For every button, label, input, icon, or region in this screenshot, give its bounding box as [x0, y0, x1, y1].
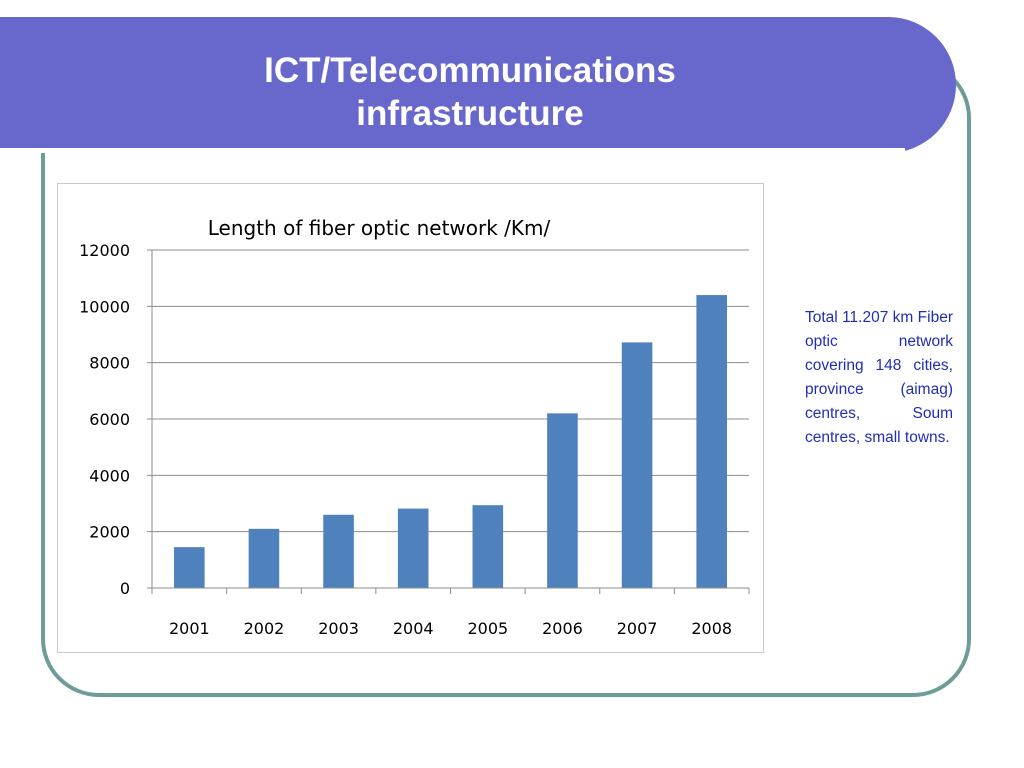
gridlines — [152, 249, 749, 533]
title-divider — [0, 148, 905, 153]
y-tick-label: 12000 — [79, 241, 130, 260]
y-tick-label: 4000 — [89, 466, 130, 485]
y-tick-label: 8000 — [89, 354, 130, 373]
y-tick-label: 6000 — [89, 410, 130, 429]
bar-2002 — [248, 528, 280, 588]
bar-2001 — [174, 547, 205, 588]
bars — [174, 295, 727, 588]
slide-title-line-2: infrastructure — [356, 94, 584, 133]
x-tick-label: 2001 — [169, 619, 210, 638]
x-tick-label: 2005 — [467, 619, 508, 638]
bar-2006 — [547, 413, 578, 588]
chart-title: Length of fiber optic network /Km/ — [208, 216, 551, 240]
bar-2008 — [696, 295, 727, 588]
bar-2005 — [472, 505, 504, 588]
summary-note: Total 11.207 km Fiber optic network cove… — [805, 309, 953, 446]
x-tick-label: 2007 — [617, 619, 658, 638]
x-tick-label: 2004 — [393, 619, 434, 638]
x-axis-ticks: 2001 2002 2003 2004 2005 2006 2007 2008 — [169, 619, 732, 638]
y-tick-label: 10000 — [79, 297, 130, 316]
axes — [147, 249, 750, 594]
bar-2007 — [621, 342, 653, 588]
y-axis-ticks: 0 2000 4000 6000 8000 10000 12000 — [79, 241, 130, 598]
bar-chart: Length of fiber optic network /Km/ 0 2000… — [79, 216, 750, 638]
x-tick-label: 2008 — [691, 619, 732, 638]
y-tick-label: 2000 — [89, 523, 130, 542]
y-tick-label: 0 — [120, 579, 130, 598]
slide-title-line-1: ICT/Telecommunications — [264, 51, 676, 90]
chart-container: Length of fiber optic network /Km/ 0 2000… — [57, 183, 764, 653]
title-banner: ICT/Telecommunications infrastructure — [0, 17, 956, 153]
x-tick-label: 2003 — [318, 619, 359, 638]
slide-title: ICT/Telecommunications infrastructure — [0, 49, 940, 135]
x-tick-label: 2006 — [542, 619, 583, 638]
bar-2004 — [397, 508, 429, 588]
bar-2003 — [323, 514, 354, 588]
x-tick-label: 2002 — [244, 619, 285, 638]
